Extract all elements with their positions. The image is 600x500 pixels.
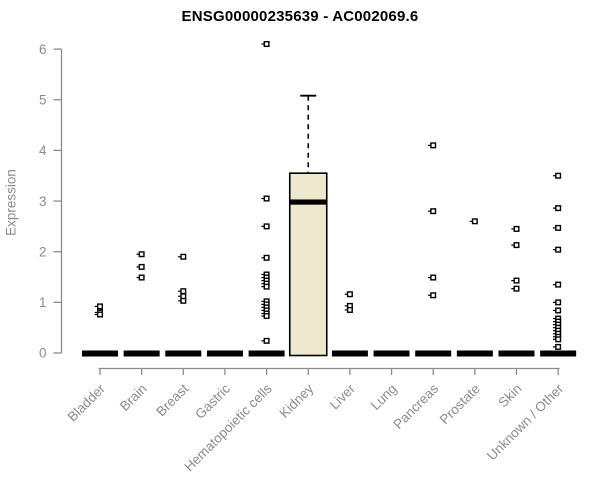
y-axis-tick-label: 1	[39, 295, 47, 310]
x-axis-category-label: Liver	[327, 381, 359, 413]
outlier-point	[555, 205, 562, 212]
outlier-point	[471, 218, 478, 225]
outlier-point	[180, 253, 187, 260]
collapsed-boxplot	[248, 350, 285, 357]
outlier-point	[430, 208, 437, 215]
collapsed-boxplot	[82, 350, 118, 357]
outlier-point	[430, 292, 437, 299]
collapsed-boxplot	[415, 350, 452, 357]
outlier-point	[555, 281, 562, 288]
collapsed-boxplot	[373, 350, 410, 357]
outlier-point	[96, 303, 103, 310]
x-axis-category-label: Gastric	[192, 381, 233, 422]
outlier-point	[555, 172, 562, 179]
x-axis-category-label: Brain	[117, 381, 150, 414]
y-axis-tick-label: 3	[39, 194, 47, 209]
y-axis-title: Expression	[3, 169, 19, 236]
outlier-point	[138, 251, 145, 258]
outlier-point	[513, 225, 520, 232]
y-axis-tick-label: 2	[39, 244, 47, 259]
x-axis-category-label: Bladder	[65, 381, 109, 425]
collapsed-boxplot	[540, 350, 577, 357]
y-axis-tick-label: 6	[39, 42, 47, 57]
outlier-point	[96, 311, 103, 318]
outlier-point	[555, 336, 562, 343]
collapsed-boxplot	[331, 350, 368, 357]
outlier-point	[555, 224, 562, 231]
outlier-point	[555, 299, 562, 306]
outlier-point	[555, 246, 562, 253]
outlier-point	[513, 242, 520, 249]
x-axis-category-label: Lung	[368, 381, 400, 413]
outlier-point	[263, 313, 270, 320]
collapsed-boxplot	[498, 350, 535, 357]
outlier-point	[263, 283, 270, 290]
outlier-point	[430, 142, 437, 149]
outlier-point	[180, 288, 187, 295]
outlier-point	[263, 41, 270, 48]
chart-title: ENSG00000235639 - AC002069.6	[181, 8, 419, 25]
outlier-point	[346, 306, 353, 313]
outlier-point	[430, 274, 437, 281]
outlier-point	[180, 297, 187, 304]
collapsed-boxplot	[456, 350, 493, 357]
outlier-point	[263, 195, 270, 202]
outlier-point	[263, 254, 270, 261]
outlier-point	[513, 285, 520, 292]
boxplot-median	[289, 199, 327, 205]
outlier-point	[263, 223, 270, 230]
outlier-point	[138, 274, 145, 281]
outlier-point	[555, 307, 562, 314]
outlier-point	[513, 277, 520, 284]
y-axis-tick-label: 5	[39, 92, 47, 107]
collapsed-boxplot	[165, 350, 202, 357]
y-axis-tick-label: 4	[39, 143, 47, 158]
x-axis-category-label: Unknown / Other	[484, 381, 567, 464]
y-axis-tick-label: 0	[39, 346, 47, 361]
x-axis-category-label: Kidney	[277, 381, 317, 421]
collapsed-boxplot	[123, 350, 160, 357]
x-axis-category-label: Prostate	[437, 381, 483, 427]
x-axis-category-label: Pancreas	[390, 381, 441, 432]
outlier-point	[138, 263, 145, 270]
collapsed-boxplot	[206, 350, 243, 357]
x-axis-category-label: Breast	[153, 381, 191, 419]
outlier-point	[263, 337, 270, 344]
outlier-point	[346, 291, 353, 298]
x-axis-category-label: Skin	[495, 381, 524, 410]
outlier-point	[555, 343, 562, 350]
